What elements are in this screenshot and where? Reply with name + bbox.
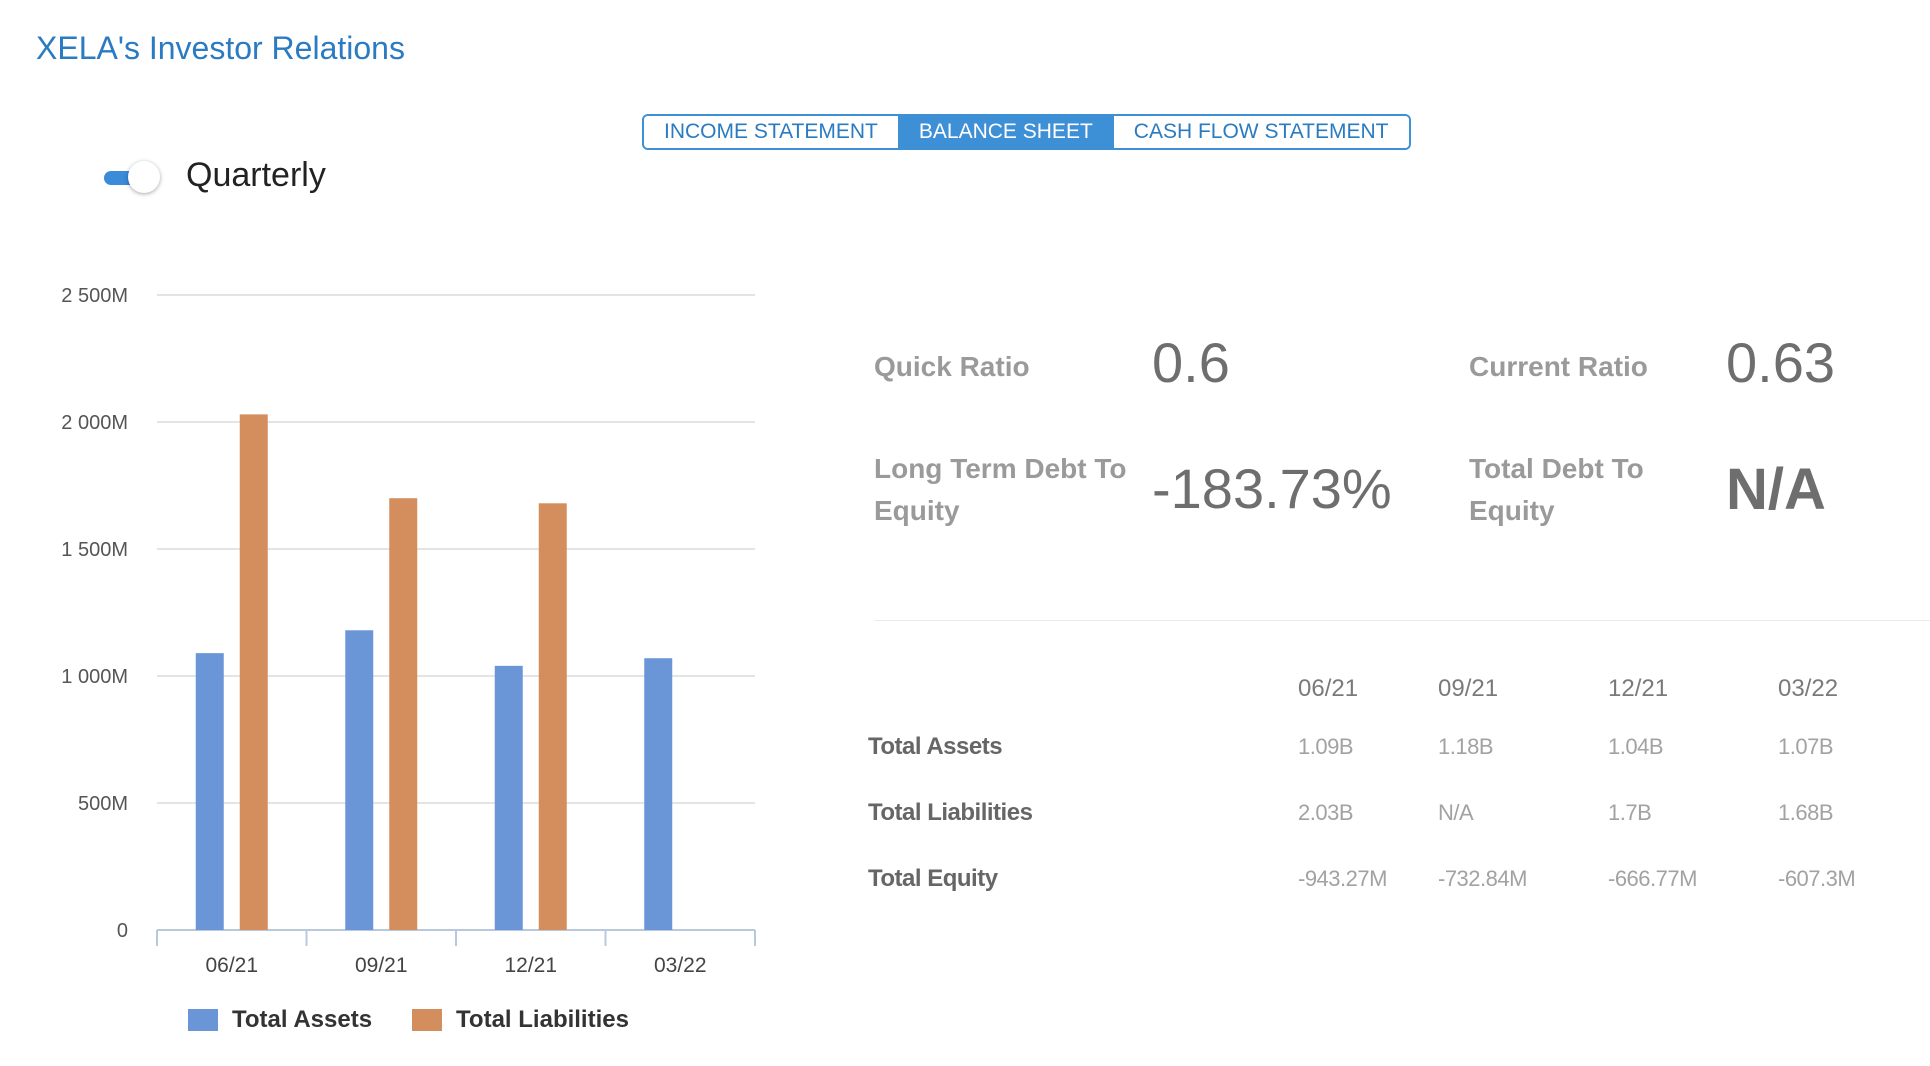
lt-debt-to-equity-label-line2: Equity <box>874 495 960 526</box>
tab-cash-flow-statement[interactable]: CASH FLOW STATEMENT <box>1112 116 1409 148</box>
y-tick-label: 1 500M <box>61 539 128 561</box>
table-row: Total Equity -943.27M -732.84M -666.77M … <box>868 846 1928 912</box>
legend-label-total-assets: Total Assets <box>232 1006 373 1033</box>
bar-total-assets <box>644 658 673 930</box>
table-cell: 1.7B <box>1608 800 1652 825</box>
y-tick-label: 2 500M <box>61 285 128 307</box>
y-tick-label: 0 <box>117 920 128 942</box>
table-cell: 2.03B <box>1298 800 1354 825</box>
table-cell: 1.68B <box>1778 800 1834 825</box>
legend-swatch-total-assets <box>188 1009 218 1031</box>
total-debt-to-equity-value: N/A <box>1726 457 1826 522</box>
page-title: XELA's Investor Relations <box>36 30 405 66</box>
tab-balance-sheet[interactable]: BALANCE SHEET <box>897 116 1113 148</box>
legend-label-total-liabilities: Total Liabilities <box>456 1006 629 1033</box>
lt-debt-to-equity-label: Long Term Debt To Equity <box>874 448 1127 532</box>
table-cell: 1.09B <box>1298 734 1354 759</box>
bar-total-liabilities <box>538 503 567 930</box>
row-label-total-assets: Total Assets <box>868 733 1003 760</box>
statement-tabs: INCOME STATEMENT BALANCE SHEET CASH FLOW… <box>642 114 1411 150</box>
table-cell: 1.18B <box>1438 734 1494 759</box>
bar-total-liabilities <box>389 498 418 930</box>
table-header-row: 06/21 09/21 12/21 03/22 <box>868 664 1928 714</box>
total-debt-to-equity-label-line1: Total Debt To <box>1469 453 1644 484</box>
bar-total-assets <box>345 630 374 930</box>
total-debt-to-equity-label: Total Debt To Equity <box>1469 448 1644 532</box>
table-cell: 1.04B <box>1608 734 1664 759</box>
column-header: 09/21 <box>1438 675 1499 702</box>
legend-item-total-liabilities[interactable]: Total Liabilities <box>412 1006 629 1034</box>
bar-total-assets <box>195 653 224 930</box>
x-tick-label: 12/21 <box>504 954 557 977</box>
table-cell: -943.27M <box>1298 866 1387 891</box>
y-tick-label: 1 000M <box>61 666 128 688</box>
table-cell: -666.77M <box>1608 866 1697 891</box>
balance-sheet-bar-chart: 0 500M 1 000M 1 500M 2 000M 2 500M 06/21 09/21 1… <box>61 285 756 977</box>
bar-total-liabilities <box>239 414 268 930</box>
table-cell: N/A <box>1438 800 1474 825</box>
chart-legend: Total Assets Total Liabilities <box>188 1006 629 1034</box>
ratios-panel: Quick Ratio 0.6 Current Ratio 0.63 Long … <box>874 330 1894 560</box>
table-header-blank <box>868 664 1298 714</box>
lt-debt-to-equity-value: -183.73% <box>1152 457 1392 520</box>
table-cell: 1.07B <box>1778 734 1834 759</box>
quick-ratio-value: 0.6 <box>1152 331 1230 394</box>
table-cell: -732.84M <box>1438 866 1527 891</box>
tab-income-statement[interactable]: INCOME STATEMENT <box>644 116 898 148</box>
bar-total-assets <box>494 665 523 930</box>
table-cell: -607.3M <box>1778 866 1856 891</box>
row-label-total-equity: Total Equity <box>868 865 998 892</box>
legend-item-total-assets[interactable]: Total Assets <box>188 1006 372 1034</box>
lt-debt-to-equity-label-line1: Long Term Debt To <box>874 453 1127 484</box>
quarterly-toggle[interactable] <box>102 161 162 195</box>
balance-sheet-table: 06/21 09/21 12/21 03/22 Total Assets 1.0… <box>868 664 1928 912</box>
x-tick-label: 03/22 <box>654 954 707 977</box>
x-tick-label: 06/21 <box>205 954 258 977</box>
row-label-total-liabilities: Total Liabilities <box>868 799 1033 826</box>
column-header: 06/21 <box>1298 675 1359 702</box>
quick-ratio-label: Quick Ratio <box>874 351 1030 382</box>
table-row: Total Assets 1.09B 1.18B 1.04B 1.07B <box>868 714 1928 780</box>
total-debt-to-equity-label-line2: Equity <box>1469 495 1555 526</box>
y-tick-label: 500M <box>78 793 128 815</box>
column-header: 03/22 <box>1778 675 1839 702</box>
current-ratio-label: Current Ratio <box>1469 351 1648 382</box>
section-divider <box>874 620 1930 621</box>
table-row: Total Liabilities 2.03B N/A 1.7B 1.68B <box>868 780 1928 846</box>
toggle-label: Quarterly <box>186 156 326 194</box>
current-ratio-value: 0.63 <box>1726 331 1835 394</box>
legend-swatch-total-liabilities <box>412 1009 443 1031</box>
toggle-knob <box>128 161 160 193</box>
column-header: 12/21 <box>1608 675 1669 702</box>
x-tick-label: 09/21 <box>355 954 408 977</box>
y-tick-label: 2 000M <box>61 412 128 434</box>
